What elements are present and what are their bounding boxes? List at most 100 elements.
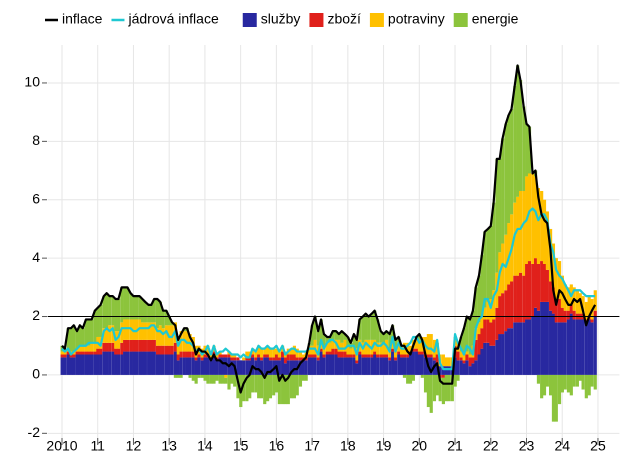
- y-tick-label: 0: [32, 366, 40, 382]
- bar: [209, 360, 213, 375]
- bar: [489, 345, 493, 375]
- bar: [554, 322, 558, 375]
- bar: [206, 345, 210, 355]
- bar: [370, 313, 374, 340]
- bar: [266, 345, 270, 355]
- bar: [408, 354, 413, 375]
- bar: [560, 374, 564, 393]
- bar: [173, 351, 177, 375]
- bar: [268, 348, 273, 358]
- bar: [525, 123, 529, 177]
- bar: [590, 374, 594, 387]
- bar: [277, 357, 281, 361]
- bar: [230, 374, 234, 384]
- bar: [349, 354, 353, 358]
- bar: [549, 281, 553, 311]
- bar: [66, 351, 70, 355]
- bar: [447, 366, 451, 375]
- bar: [447, 374, 451, 402]
- bar: [176, 354, 180, 361]
- bar: [542, 263, 547, 302]
- bar: [343, 339, 347, 352]
- bar: [415, 336, 419, 349]
- bar: [486, 301, 490, 320]
- bar: [438, 366, 442, 375]
- bar: [289, 360, 294, 375]
- bar: [456, 374, 460, 381]
- bar: [551, 287, 556, 314]
- bar: [385, 354, 389, 358]
- bar: [522, 190, 526, 276]
- bar: [277, 351, 281, 358]
- bar: [161, 310, 165, 329]
- bar: [215, 354, 219, 358]
- bar: [158, 301, 162, 326]
- bar: [292, 360, 296, 375]
- bar: [254, 357, 258, 361]
- bar: [215, 360, 219, 375]
- bar: [578, 374, 582, 381]
- bar: [518, 322, 523, 375]
- bar: [283, 374, 288, 405]
- bar: [373, 310, 377, 340]
- bar: [138, 296, 142, 320]
- bar: [266, 354, 270, 358]
- bar: [254, 351, 258, 358]
- bar: [69, 354, 73, 358]
- bar: [268, 357, 273, 361]
- bar: [477, 275, 481, 323]
- legend: inflace jádrová inflace služby zboží potravi…: [45, 11, 519, 27]
- bar: [263, 374, 267, 405]
- bar: [120, 354, 124, 375]
- bar: [415, 348, 419, 352]
- bar: [462, 360, 466, 364]
- bar: [370, 354, 374, 358]
- bar: [93, 310, 97, 343]
- bar: [188, 374, 192, 378]
- bar: [140, 351, 145, 375]
- bar: [429, 374, 433, 413]
- bar: [221, 357, 225, 375]
- bar: [149, 322, 154, 340]
- bar: [281, 357, 285, 375]
- bar: [230, 360, 234, 375]
- bar: [551, 374, 556, 422]
- bar: [531, 173, 535, 264]
- x-tick-label: 11: [90, 438, 105, 454]
- bar: [495, 307, 499, 340]
- bar: [221, 374, 225, 384]
- bar: [352, 354, 356, 358]
- bar: [566, 374, 571, 393]
- bar: [263, 357, 267, 375]
- bars: [60, 65, 597, 422]
- bar: [587, 296, 591, 317]
- bar: [516, 196, 520, 276]
- bar: [90, 354, 94, 375]
- bar: [117, 331, 121, 349]
- bar: [149, 351, 154, 375]
- bar: [307, 357, 311, 375]
- bar: [328, 351, 332, 355]
- bar: [147, 351, 151, 375]
- bar: [531, 263, 535, 317]
- bar: [152, 299, 156, 323]
- bar: [379, 342, 383, 355]
- bar: [545, 211, 549, 270]
- bar: [540, 261, 544, 302]
- bar: [471, 310, 475, 346]
- bar: [209, 374, 213, 384]
- bar: [304, 357, 308, 361]
- bar: [84, 319, 88, 346]
- bar: [164, 325, 169, 346]
- x-tick-label: 15: [233, 438, 249, 454]
- bar: [319, 348, 323, 352]
- bar: [426, 354, 430, 358]
- bar: [340, 351, 344, 358]
- bar: [459, 336, 463, 352]
- bar: [331, 348, 335, 355]
- bar: [501, 293, 505, 335]
- bar: [417, 339, 422, 352]
- bar: [221, 354, 225, 358]
- bar: [301, 360, 305, 375]
- bar: [143, 301, 147, 323]
